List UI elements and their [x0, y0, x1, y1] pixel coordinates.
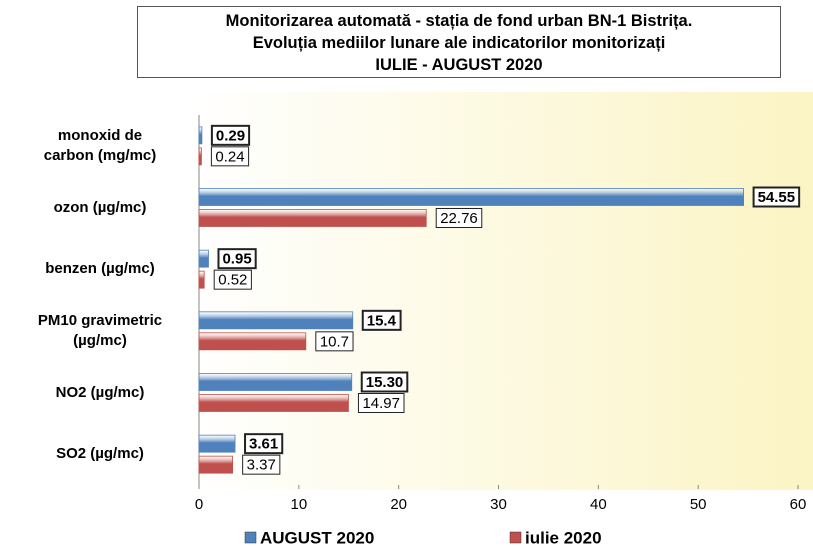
data-label-box [357, 393, 405, 413]
chart-title: Monitorizarea automată - stația de fond … [137, 6, 781, 78]
bar [198, 373, 353, 391]
data-label-box [752, 186, 801, 208]
data-label: 15.30 [366, 374, 404, 391]
data-label: 3.37 [247, 457, 276, 474]
data-label-box [315, 331, 354, 352]
y-tick-label: PM10 gravimetric (µg/mc) [37, 311, 163, 349]
data-label-box [360, 371, 409, 393]
data-label: 0.95 [222, 251, 251, 268]
y-tick-label: monoxid de carbon (mg/mc) [43, 126, 157, 164]
data-label: 3.61 [249, 436, 278, 453]
bar [198, 147, 202, 166]
data-label: 14.97 [362, 395, 400, 412]
data-label: 0.52 [218, 272, 247, 289]
legend-swatch [244, 531, 257, 544]
bar [198, 394, 349, 412]
x-tick-label: 10 [290, 496, 307, 513]
data-label-box [210, 146, 250, 167]
data-label-box [217, 248, 257, 270]
x-tick-label: 50 [690, 496, 707, 513]
data-label: 54.55 [758, 189, 796, 206]
x-tick-label: 30 [490, 496, 507, 513]
bar [198, 209, 427, 227]
data-label-box [244, 433, 284, 455]
x-tick-label: 60 [790, 496, 807, 513]
data-label-box [213, 269, 252, 290]
x-tick-label: 0 [195, 496, 203, 513]
bar [198, 311, 354, 330]
data-label-box [210, 124, 251, 146]
data-label: 0.29 [216, 127, 245, 144]
legend-label: iulie 2020 [525, 528, 602, 547]
data-label: 22.76 [440, 210, 478, 227]
data-label-box [435, 208, 483, 228]
bar [198, 188, 744, 206]
x-tick-label: 20 [390, 496, 407, 513]
legend-swatch [509, 531, 522, 544]
bar [198, 332, 307, 351]
bar [198, 455, 234, 474]
data-label: 10.7 [320, 333, 349, 350]
y-tick-label: SO2 (µg/mc) [56, 445, 144, 463]
y-tick-label: benzen (µg/mc) [45, 260, 155, 278]
x-tick-label: 40 [590, 496, 607, 513]
data-label-box [361, 309, 402, 331]
legend: AUGUST 2020 iulie 2020 [244, 528, 602, 547]
plot-background [185, 92, 813, 490]
y-tick-label: NO2 (µg/mc) [55, 383, 145, 401]
bar [198, 126, 203, 145]
bar [198, 434, 236, 453]
data-label: 0.24 [215, 148, 244, 165]
bar [198, 270, 205, 289]
bar [198, 249, 209, 268]
legend-label: AUGUST 2020 [260, 528, 374, 547]
data-label-box [242, 454, 281, 475]
y-tick-label: ozon (µg/mc) [53, 198, 147, 216]
data-label: 15.4 [367, 312, 397, 329]
